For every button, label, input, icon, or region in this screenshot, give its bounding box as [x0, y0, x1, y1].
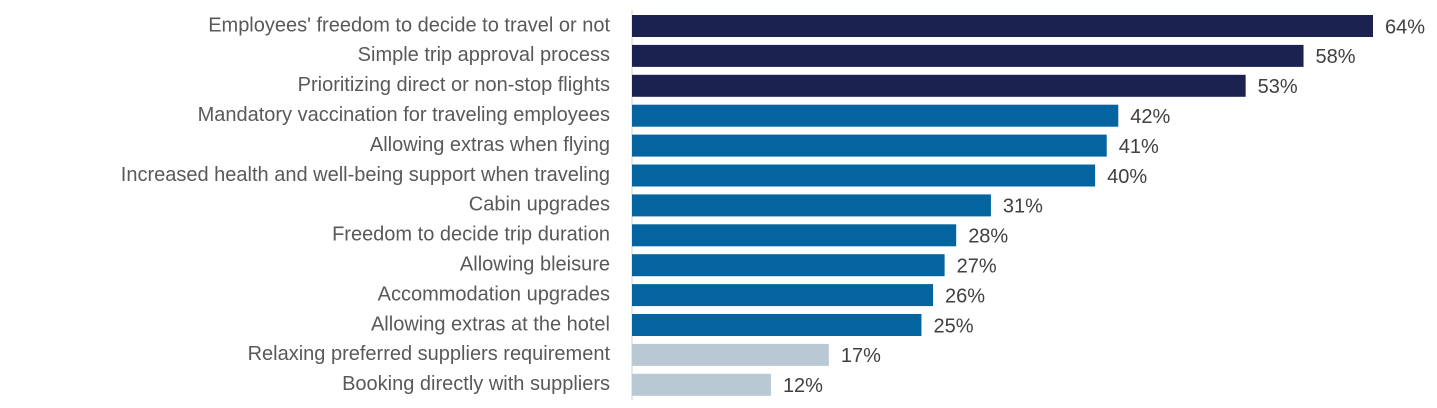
value-label: 26%: [945, 285, 985, 307]
category-label: Prioritizing direct or non-stop flights: [298, 74, 610, 96]
value-label: 42%: [1130, 106, 1170, 128]
value-label: 28%: [968, 226, 1008, 248]
category-label: Freedom to decide trip duration: [332, 224, 610, 246]
bar: [632, 164, 1096, 187]
value-label: 17%: [841, 345, 881, 367]
bar: [632, 74, 1246, 97]
value-label: 64%: [1385, 16, 1425, 38]
bar: [632, 314, 922, 336]
category-label: Booking directly with suppliers: [342, 373, 610, 395]
value-label: 31%: [1003, 196, 1043, 218]
category-label: Employees' freedom to decide to travel o…: [208, 14, 610, 36]
bar: [632, 224, 957, 247]
category-label: Mandatory vaccination for traveling empl…: [198, 104, 610, 126]
bar: [632, 194, 991, 217]
bar: [632, 373, 771, 396]
value-label: 58%: [1316, 46, 1356, 68]
bar: [632, 284, 934, 307]
value-label: 12%: [783, 375, 823, 397]
category-label: Allowing bleisure: [460, 253, 610, 275]
bar: [632, 134, 1107, 157]
bar: [632, 254, 945, 277]
category-label: Increased health and well-being support …: [121, 164, 610, 186]
bar: [632, 15, 1373, 37]
bar: [632, 343, 829, 366]
value-label: 40%: [1107, 166, 1147, 188]
category-label: Simple trip approval process: [358, 44, 610, 66]
value-label: 41%: [1119, 136, 1159, 158]
value-label: 25%: [933, 315, 973, 337]
category-label: Cabin upgrades: [469, 194, 610, 216]
bar: [632, 104, 1119, 127]
category-label: Accommodation upgrades: [378, 283, 610, 305]
value-label: 53%: [1258, 76, 1298, 98]
category-label: Allowing extras at the hotel: [371, 313, 610, 335]
bar: [632, 44, 1304, 67]
category-label: Allowing extras when flying: [370, 134, 610, 156]
category-label: Relaxing preferred suppliers requirement: [248, 343, 611, 365]
value-label: 27%: [957, 255, 997, 277]
